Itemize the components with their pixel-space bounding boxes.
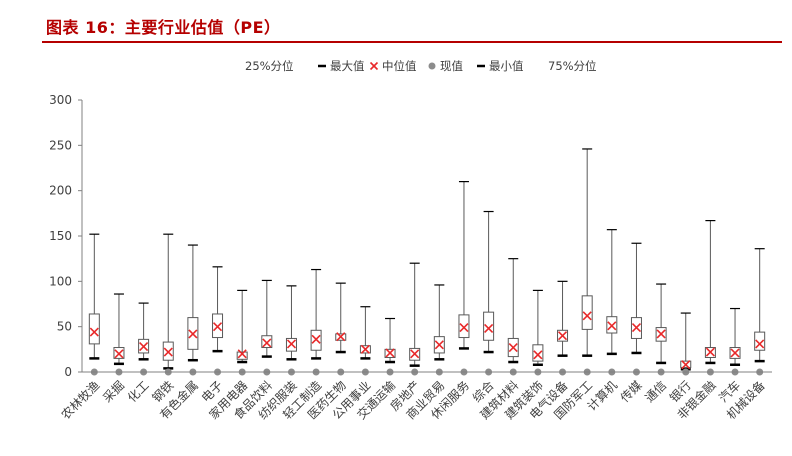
- box-23: [655, 283, 667, 376]
- legend-label: 最小值: [489, 59, 524, 73]
- median-marker: [434, 340, 444, 350]
- box-2: [138, 302, 150, 376]
- category-label: 通信: [642, 378, 669, 405]
- box-0: [88, 233, 100, 376]
- median-marker: [410, 349, 420, 359]
- median-marker: [607, 321, 617, 331]
- median-marker: [681, 360, 691, 370]
- legend-label: 现值: [440, 59, 463, 73]
- box-8: [285, 285, 297, 376]
- box-16: [483, 210, 495, 376]
- box-13: [409, 262, 421, 376]
- legend-dot-icon: [428, 62, 436, 70]
- legend-item-1: 最大值: [318, 59, 365, 73]
- median-marker: [139, 342, 149, 352]
- legend: 25%分位 最大值 中位值 现值 最小值 75%分位: [245, 59, 597, 73]
- y-axis: 0 50 100 150 200 250 300: [49, 93, 83, 379]
- y-tick-label: 50: [57, 320, 72, 334]
- box-18: [532, 289, 544, 376]
- median-marker: [188, 329, 198, 339]
- median-marker: [286, 339, 297, 349]
- category-label: 采掘: [99, 378, 127, 406]
- box-6: [236, 289, 248, 376]
- box-12: [384, 317, 396, 376]
- category-label: 传媒: [617, 378, 645, 406]
- category-label: 化工: [125, 378, 152, 405]
- x-axis: 农林牧渔采掘化工钢铁有色金属电子家用电器食品饮料纺织服装轻工制造医药生物公用事业…: [59, 371, 772, 422]
- median-marker: [237, 349, 247, 359]
- iqr-box: [261, 335, 273, 349]
- page-title: 图表 16：主要行业估值（PE）: [46, 18, 281, 37]
- legend-item-2: 中位值: [369, 59, 417, 73]
- median-marker: [705, 347, 715, 357]
- box-1: [113, 293, 125, 376]
- box-25: [704, 219, 716, 376]
- box-27: [754, 248, 766, 376]
- median-marker: [212, 322, 223, 332]
- box-19: [557, 280, 569, 376]
- legend-item-4: 最小值: [477, 59, 524, 73]
- y-tick-label: 0: [64, 365, 72, 379]
- median-marker: [89, 327, 99, 337]
- median-marker: [311, 334, 321, 344]
- legend-item-0: 25%分位: [245, 59, 294, 73]
- median-marker: [508, 342, 518, 353]
- box-21: [606, 229, 618, 376]
- box-4: [187, 244, 199, 376]
- iqr-box: [581, 295, 593, 330]
- box-24: [680, 312, 692, 376]
- median-marker: [385, 348, 395, 358]
- y-tick-label: 200: [49, 184, 72, 198]
- category-label: 农林牧渔: [59, 378, 103, 422]
- legend-label: 最大值: [330, 59, 365, 73]
- median-marker: [336, 332, 346, 342]
- median-marker: [114, 349, 124, 359]
- iqr-box: [458, 314, 470, 339]
- legend-label: 中位值: [382, 59, 417, 73]
- title-bar: 图表 16：主要行业估值（PE）: [42, 13, 782, 43]
- legend-label: 25%分位: [245, 59, 294, 73]
- box-14: [433, 284, 445, 376]
- box-5: [212, 266, 224, 376]
- legend-item-3: 现值: [428, 59, 463, 73]
- box-26: [729, 307, 741, 376]
- median-marker: [631, 323, 642, 333]
- box-22: [630, 242, 642, 376]
- median-marker: [262, 338, 272, 348]
- boxes: [88, 148, 766, 376]
- box-3: [162, 233, 174, 376]
- legend-item-5: 75%分位: [548, 59, 597, 73]
- median-marker: [656, 329, 666, 339]
- iqr-box: [532, 344, 544, 362]
- box-9: [310, 268, 322, 376]
- iqr-box: [236, 351, 248, 360]
- box-20: [581, 148, 593, 376]
- box-17: [507, 258, 519, 376]
- median-marker: [582, 311, 592, 321]
- median-marker: [360, 344, 370, 354]
- median-marker: [755, 339, 765, 349]
- box-15: [458, 181, 470, 376]
- iqr-box: [483, 311, 495, 341]
- legend-x-icon: [369, 61, 379, 71]
- median-marker: [163, 347, 173, 357]
- y-tick-label: 100: [49, 274, 72, 288]
- box-7: [261, 279, 273, 376]
- median-marker: [533, 350, 543, 360]
- y-tick-label: 300: [49, 93, 72, 107]
- box-11: [359, 306, 371, 376]
- y-tick-label: 250: [49, 138, 72, 152]
- iqr-box: [754, 331, 766, 351]
- box-10: [335, 282, 347, 376]
- legend-label: 75%分位: [548, 59, 597, 73]
- median-marker: [459, 323, 469, 333]
- median-marker: [730, 348, 740, 358]
- y-tick-label: 150: [49, 229, 72, 243]
- median-marker: [557, 331, 568, 341]
- iqr-box: [88, 313, 100, 345]
- median-marker: [484, 323, 494, 334]
